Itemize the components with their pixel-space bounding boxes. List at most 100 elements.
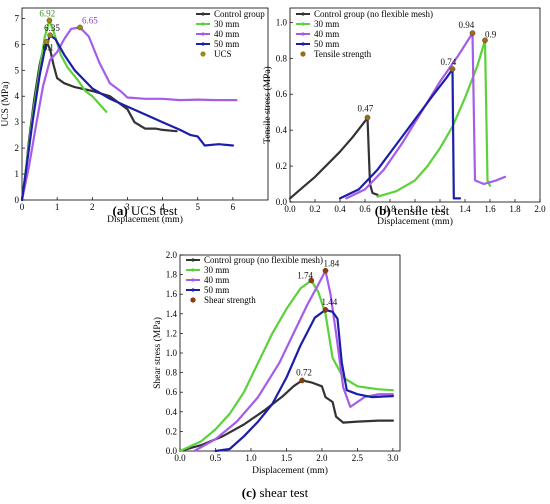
peak-label: 1.74 xyxy=(297,270,313,280)
peak-label: 0.94 xyxy=(459,20,475,30)
figure-caption: (a) UCS test xyxy=(112,203,177,218)
x-tick-label: 0.0 xyxy=(174,453,186,463)
caption-letter: (a) xyxy=(112,203,127,218)
y-tick-label: 6 xyxy=(15,39,20,49)
y-tick-label: 7 xyxy=(15,13,20,23)
caption-text: shear test xyxy=(256,485,308,500)
x-tick-label: 0.8 xyxy=(384,204,396,214)
legend-marker-label: UCS xyxy=(214,49,232,59)
y-tick-label: 0.0 xyxy=(276,197,288,207)
peak-label: 0.9 xyxy=(485,29,497,39)
x-tick-label: 5 xyxy=(195,202,200,212)
legend: Control group (no flexible mesh)30 mm40 … xyxy=(296,9,433,59)
y-tick-label: 0.2 xyxy=(276,161,287,171)
strength-marker xyxy=(322,267,329,274)
x-axis-title: Displacement (mm) xyxy=(252,465,328,476)
legend-label: 50 mm xyxy=(204,285,229,295)
y-tick-label: 4 xyxy=(15,91,20,101)
y-tick-label: 2.0 xyxy=(166,250,178,260)
x-tick-label: 2.5 xyxy=(352,453,364,463)
legend: Control group (no flexible mesh)30 mm40 … xyxy=(186,255,323,305)
y-tick-label: 3 xyxy=(15,117,20,127)
legend-swatch-dot xyxy=(201,12,205,16)
legend-label: 50 mm xyxy=(214,39,239,49)
legend-marker-swatch xyxy=(190,297,196,303)
y-tick-label: 0.8 xyxy=(166,368,178,378)
legend-label: 30 mm xyxy=(214,19,239,29)
series-line xyxy=(338,67,462,200)
y-axis-title: UCS (MPa) xyxy=(0,81,11,126)
strength-marker xyxy=(299,377,305,384)
x-tick-label: 3 xyxy=(125,202,130,212)
x-tick-label: 2.0 xyxy=(316,453,328,463)
x-tick-label: 1.4 xyxy=(459,204,471,214)
x-tick-label: 1.0 xyxy=(245,453,257,463)
legend-label: 40 mm xyxy=(204,275,229,285)
peak-label: 0.72 xyxy=(296,367,312,377)
legend-swatch-dot xyxy=(191,278,195,282)
legend-swatch-dot xyxy=(201,32,205,36)
y-tick-label: 5 xyxy=(15,65,20,75)
y-tick-label: 0.4 xyxy=(276,125,288,135)
x-tick-label: 0.4 xyxy=(334,204,346,214)
y-tick-label: 1 xyxy=(15,169,20,179)
x-tick-label: 3.0 xyxy=(387,453,399,463)
y-tick-label: 1.0 xyxy=(166,348,178,358)
x-axis-title: Displacement (mm) xyxy=(377,216,453,227)
x-tick-label: 2 xyxy=(90,202,95,212)
y-axis-title: Tensile stress (MPa) xyxy=(262,66,273,143)
peak-label: 6.35 xyxy=(44,23,60,33)
caption-letter: (b) xyxy=(375,203,391,218)
x-tick-label: 1.2 xyxy=(434,204,445,214)
figure-caption: (b) tensile test xyxy=(375,203,450,218)
y-tick-label: 0 xyxy=(15,195,20,205)
series-line xyxy=(20,34,234,202)
legend-label: Control group (no flexible mesh) xyxy=(204,255,323,265)
legend-label: Control group xyxy=(214,9,265,19)
series-line xyxy=(178,279,394,453)
x-tick-label: 0.5 xyxy=(210,453,222,463)
x-tick-label: 1 xyxy=(55,202,60,212)
series-line xyxy=(20,26,238,202)
y-tick-label: 1.8 xyxy=(166,270,178,280)
y-tick-label: 0.8 xyxy=(276,53,288,63)
y-tick-label: 1.2 xyxy=(166,328,177,338)
legend-marker-swatch xyxy=(200,51,206,57)
legend-marker-label: Shear strength xyxy=(204,295,256,305)
legend-label: 30 mm xyxy=(314,19,339,29)
caption-text: UCS test xyxy=(128,203,178,218)
peak-label: 0.47 xyxy=(358,104,374,114)
x-axis-title: Displacement (mm) xyxy=(107,214,183,225)
series-line xyxy=(178,379,394,453)
chart-c: 0.0 0.5 1.0 1.5 2.0 2.5 3.0 0.0 0.2 0.4 0.6 0.8 1.0 1… xyxy=(152,250,401,500)
x-tick-label: 6 xyxy=(231,202,236,212)
legend-marker-swatch xyxy=(300,51,306,57)
legend-swatch-dot xyxy=(201,42,205,46)
y-tick-label: 1.6 xyxy=(166,289,178,299)
y-axis-title: Shear stress (MPa) xyxy=(152,317,163,389)
strength-marker xyxy=(469,30,476,36)
legend-swatch-dot xyxy=(301,12,305,16)
x-tick-label: 1.6 xyxy=(484,204,496,214)
peak-label: 0.74 xyxy=(441,57,457,67)
strength-marker xyxy=(364,114,371,121)
peak-label: 6.92 xyxy=(39,8,55,18)
strength-marker xyxy=(482,37,488,44)
legend-marker-label: Tensile strength xyxy=(314,49,372,59)
y-tick-label: 0.6 xyxy=(166,387,178,397)
x-tick-label: 0.0 xyxy=(284,204,296,214)
y-tick-label: 0.2 xyxy=(166,426,177,436)
chart-a: 0 1 2 3 4 5 6 0 1 2 3 4 5 6 7 Displacement (mm) UCS (MPa… xyxy=(0,7,269,225)
legend-swatch-dot xyxy=(301,22,305,26)
series-line xyxy=(214,308,394,453)
strength-marker xyxy=(308,277,315,284)
x-tick-label: 0 xyxy=(20,202,25,212)
strength-marker xyxy=(77,24,83,31)
series-line xyxy=(193,269,394,453)
legend-label: 40 mm xyxy=(214,29,239,39)
peak-label: 1.44 xyxy=(321,297,337,307)
peak-label: 1.84 xyxy=(323,259,339,269)
chart-b: 0.0 0.2 0.4 0.6 0.8 1.0 1.2 1.4 1.6 1.8 2.0 0.0 0.2 0… xyxy=(262,7,546,227)
